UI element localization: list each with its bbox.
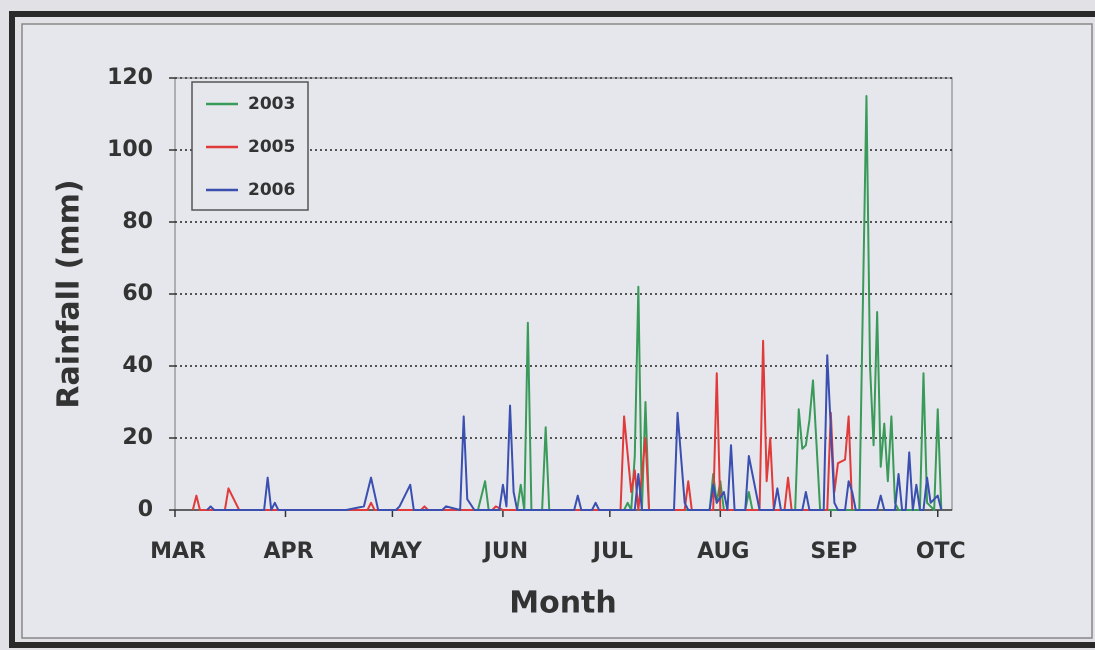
- series-line: [206, 354, 943, 511]
- legend-label: 2003: [248, 94, 295, 114]
- x-tick-label: APR: [263, 539, 313, 564]
- y-tick-label: 0: [138, 497, 153, 522]
- y-tick-label: 120: [107, 65, 153, 90]
- x-tick-label: OTC: [916, 539, 966, 564]
- x-tick-label: AUG: [697, 539, 749, 564]
- series-line: [191, 339, 854, 511]
- y-tick-label: 20: [122, 425, 153, 450]
- legend-label: 2006: [248, 180, 295, 200]
- y-axis-label: Rainfall (mm): [52, 179, 87, 408]
- x-axis-label: Month: [509, 586, 617, 621]
- legend-label: 2005: [248, 137, 295, 157]
- y-tick-label: 80: [122, 209, 153, 234]
- y-tick-label: 40: [122, 353, 153, 378]
- x-tick-label: SEP: [810, 539, 857, 564]
- y-tick-label: 100: [107, 137, 153, 162]
- frame: [9, 11, 1095, 648]
- x-tick-label: MAY: [369, 539, 423, 564]
- x-tick-label: JUL: [591, 539, 633, 564]
- series-line: [476, 95, 943, 511]
- y-tick-label: 60: [122, 281, 153, 306]
- x-tick-label: MAR: [150, 539, 206, 564]
- x-tick-label: JUN: [482, 539, 528, 564]
